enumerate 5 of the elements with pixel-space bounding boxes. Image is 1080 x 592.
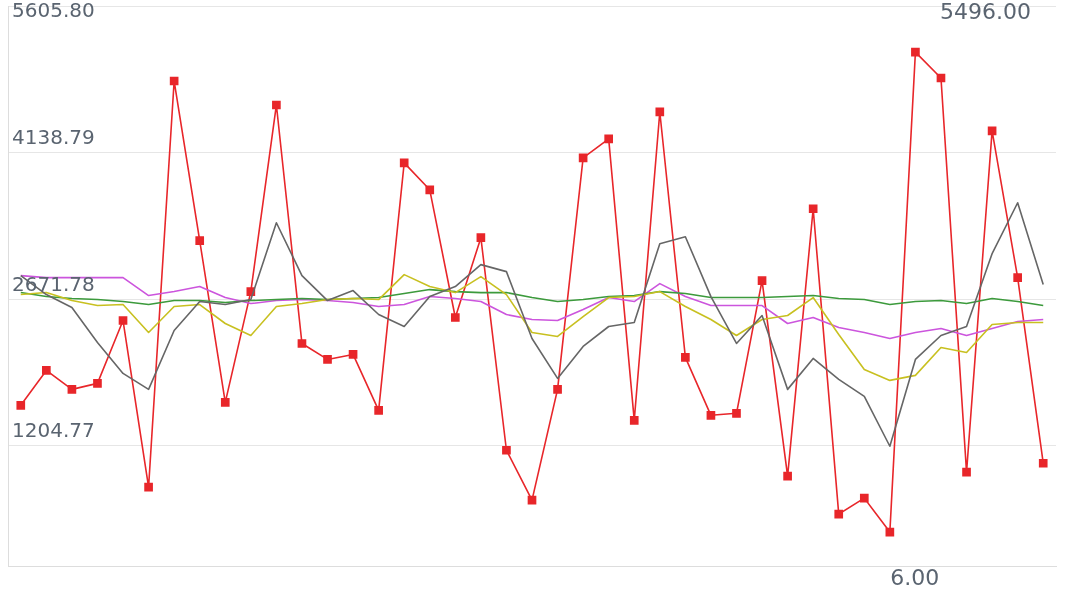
y-tick-label: 5605.80 <box>12 0 95 23</box>
annotation: 6.00 <box>890 564 940 590</box>
y-tick-label: 1204.77 <box>12 417 95 442</box>
annotation: 5496.00 <box>939 0 1031 24</box>
y-tick-label: 4138.79 <box>12 125 95 150</box>
